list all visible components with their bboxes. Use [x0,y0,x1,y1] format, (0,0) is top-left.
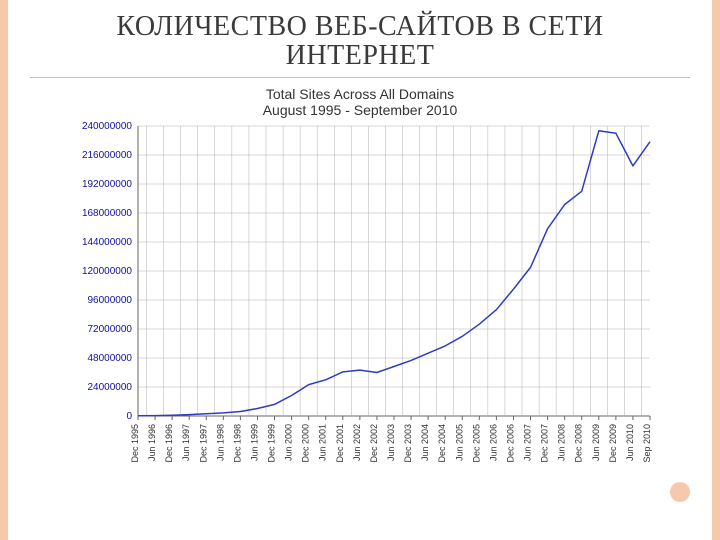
svg-text:Dec 2008: Dec 2008 [574,424,584,463]
svg-text:Jun 2003: Jun 2003 [386,424,396,461]
svg-text:192000000: 192000000 [82,179,132,190]
svg-text:Jun 2007: Jun 2007 [523,424,533,461]
svg-text:Dec 1999: Dec 1999 [267,424,277,463]
svg-text:Jun 2010: Jun 2010 [625,424,635,461]
svg-text:Sep 2010: Sep 2010 [642,424,652,463]
svg-text:Jun 2006: Jun 2006 [488,424,498,461]
svg-text:120000000: 120000000 [82,266,132,277]
slide-title: КОЛИЧЕСТВО ВЕБ-САЙТОВ В СЕТИ ИНТЕРНЕТ [0,0,720,77]
svg-text:Jun 1996: Jun 1996 [147,424,157,461]
svg-text:Jun 2005: Jun 2005 [454,424,464,461]
svg-text:Jun 1997: Jun 1997 [181,424,191,461]
svg-text:Dec 2004: Dec 2004 [437,424,447,463]
svg-text:216000000: 216000000 [82,150,132,161]
right-accent-bar [712,0,720,540]
svg-text:Jun 2000: Jun 2000 [284,424,294,461]
svg-text:Jun 1998: Jun 1998 [215,424,225,461]
svg-text:Dec 1996: Dec 1996 [164,424,174,463]
svg-text:240000000: 240000000 [82,122,132,132]
svg-text:0: 0 [126,411,132,422]
svg-text:Dec 1998: Dec 1998 [232,424,242,463]
svg-text:Dec 2007: Dec 2007 [540,424,550,463]
svg-text:Jun 2009: Jun 2009 [591,424,601,461]
svg-text:24000000: 24000000 [88,382,133,393]
svg-text:96000000: 96000000 [88,295,133,306]
title-underline [30,77,690,78]
svg-text:Jun 2004: Jun 2004 [420,424,430,461]
svg-text:Dec 2006: Dec 2006 [505,424,515,463]
svg-text:Jun 2008: Jun 2008 [557,424,567,461]
chart-subtitle: August 1995 - September 2010 [60,102,660,118]
svg-text:72000000: 72000000 [88,324,133,335]
svg-text:Dec 2002: Dec 2002 [369,424,379,463]
svg-text:Dec 1997: Dec 1997 [198,424,208,463]
chart-body: 0 24000000 48000000 72000000 96000000 1200000… [60,122,660,502]
chart-svg: 0 24000000 48000000 72000000 96000000 1200000… [60,122,660,502]
accent-dot [670,482,690,502]
left-accent-bar [0,0,8,540]
svg-text:Dec 2009: Dec 2009 [608,424,618,463]
svg-text:Dec 2005: Dec 2005 [471,424,481,463]
svg-text:48000000: 48000000 [88,353,133,364]
svg-text:168000000: 168000000 [82,208,132,219]
svg-text:Jun 1999: Jun 1999 [249,424,259,461]
svg-text:144000000: 144000000 [82,237,132,248]
slide: КОЛИЧЕСТВО ВЕБ-САЙТОВ В СЕТИ ИНТЕРНЕТ To… [0,0,720,540]
svg-text:Jun 2002: Jun 2002 [352,424,362,461]
chart-container: Total Sites Across All Domains August 19… [60,86,660,502]
chart-title: Total Sites Across All Domains [60,86,660,102]
svg-text:Dec 1995: Dec 1995 [130,424,140,463]
svg-text:Dec 2003: Dec 2003 [403,424,413,463]
svg-text:Dec 2001: Dec 2001 [335,424,345,463]
svg-text:Jun 2001: Jun 2001 [318,424,328,461]
svg-text:Dec 2000: Dec 2000 [301,424,311,463]
